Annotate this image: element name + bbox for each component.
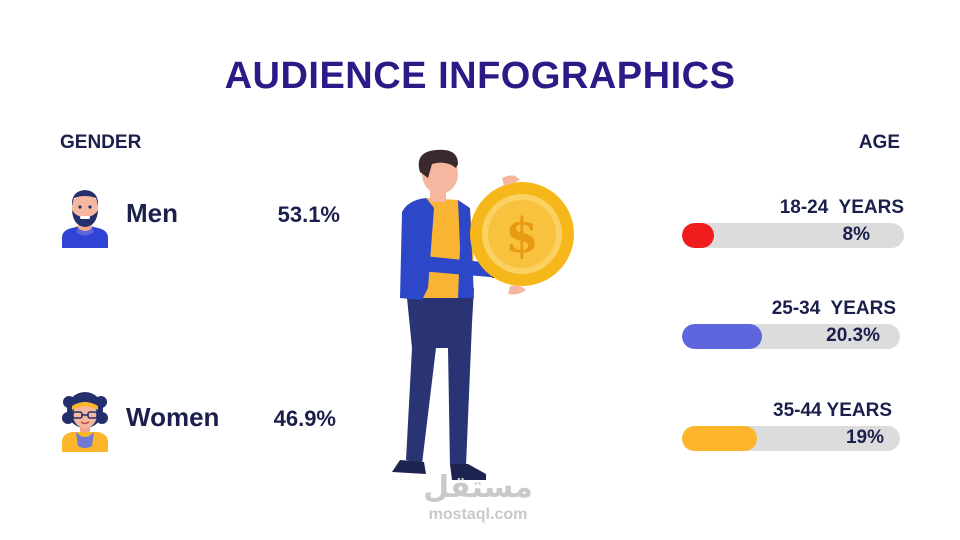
woman-avatar-icon xyxy=(58,388,112,452)
age-bar-track: 20.3% xyxy=(682,324,900,349)
age-group-label: 25-34 YEARS xyxy=(771,298,896,319)
gender-heading: GENDER xyxy=(60,132,142,153)
age-group-label: 18-24 YEARS xyxy=(779,197,904,218)
age-bar-fill xyxy=(682,223,715,248)
age-percent: 20.3% xyxy=(826,325,880,346)
age-bar-fill xyxy=(682,426,758,451)
women-label: Women xyxy=(126,402,220,432)
gender-row-men: Men 53.1% xyxy=(58,184,348,248)
age-heading: AGE xyxy=(858,132,900,153)
gender-row-women: Women 46.9% xyxy=(58,388,348,452)
women-percent: 46.9% xyxy=(273,406,336,431)
men-label: Men xyxy=(126,198,178,228)
age-group-label: 35-44 YEARS xyxy=(773,400,892,421)
page-title: AUDIENCE INFOGRAPHICS xyxy=(224,55,736,97)
age-bar-fill xyxy=(682,324,763,349)
age-bar-track: 8% xyxy=(682,223,904,248)
age-group-25-34: 25-34 YEARS 20.3% xyxy=(682,298,900,358)
age-bar-track: 19% xyxy=(682,426,900,451)
age-group-35-44: 35-44 YEARS 19% xyxy=(682,400,900,460)
age-percent: 19% xyxy=(845,427,884,448)
svg-text:$: $ xyxy=(505,208,538,264)
watermark-latin: mostaql.com xyxy=(428,506,528,523)
age-percent: 8% xyxy=(842,224,870,245)
man-avatar-icon xyxy=(58,184,112,248)
man-holding-dollar-coin-icon: $ xyxy=(362,148,592,483)
watermark-arabic: مستقل xyxy=(423,470,533,505)
men-percent: 53.1% xyxy=(277,202,340,227)
age-group-18-24: 18-24 YEARS 8% xyxy=(682,197,904,257)
watermark: مستقل mostaql.com xyxy=(408,470,548,524)
